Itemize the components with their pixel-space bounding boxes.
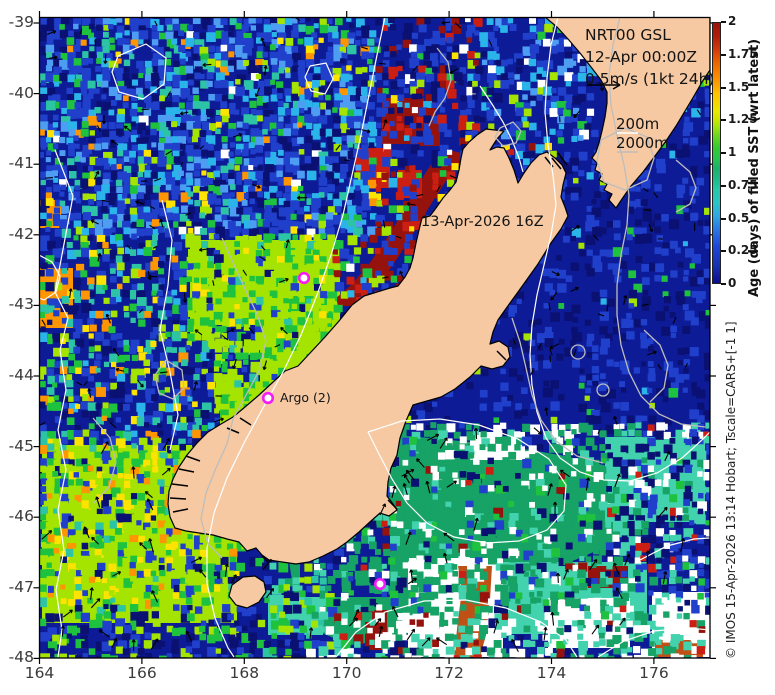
colorbar-title: Age (days) of filled SST (wrt latest) xyxy=(747,38,762,297)
y-axis-tick-label: -42 xyxy=(8,224,34,243)
colorbar-tick-mark xyxy=(721,217,726,220)
colorbar-tick-mark xyxy=(721,250,726,253)
run-info-datetime: 12-Apr 00:00Z xyxy=(585,48,698,66)
run-info-model: NRT00 GSL xyxy=(585,26,671,44)
colorbar-tick-label: 1 xyxy=(728,145,737,159)
x-axis-tick-label: 172 xyxy=(434,664,464,682)
y-axis-tick-label: -40 xyxy=(8,83,34,102)
colorbar-tick-label: 1.25 xyxy=(728,112,758,127)
argo-marker xyxy=(373,577,387,591)
x-axis-tick-label: 174 xyxy=(536,664,567,682)
argo-marker-label: Argo (2) xyxy=(280,390,331,405)
argo-marker xyxy=(261,391,275,405)
colorbar-tick-label: 0.25 xyxy=(728,243,758,258)
colorbar-tick-label: 0.5 xyxy=(728,210,750,225)
x-axis-tick-label: 176 xyxy=(639,664,669,682)
run-info-block: NRT00 GSL 12-Apr 00:00Z 0.5m/s (1kt 24h) xyxy=(585,24,714,90)
x-axis-tick-label: 166 xyxy=(127,664,157,682)
colorbar-tick-label: 0.75 xyxy=(728,177,758,192)
x-axis-tick-label: 168 xyxy=(229,664,260,682)
south-island-landmass xyxy=(167,128,569,565)
colorbar xyxy=(712,22,721,284)
y-axis-tick-label: -43 xyxy=(8,295,34,314)
colorbar-tick-label: 2 xyxy=(728,14,737,28)
y-axis-tick-label: -39 xyxy=(8,13,34,31)
north-island-landmass xyxy=(544,17,710,209)
y-axis-tick-label: -46 xyxy=(8,507,34,526)
map-date-annotation: 13-Apr-2026 16Z xyxy=(421,214,544,230)
run-info-velocity-scale: 0.5m/s (1kt 24h) xyxy=(585,70,715,88)
colorbar-tick-label: 1.75 xyxy=(728,46,758,61)
y-axis-tick-label: -48 xyxy=(8,648,34,667)
stewart-island-landmass xyxy=(228,575,267,609)
colorbar-tick-label: 0 xyxy=(728,276,737,290)
colorbar-tick-mark xyxy=(721,21,726,23)
contour-legend-200m: 200m xyxy=(616,115,660,133)
y-axis-tick-label: -45 xyxy=(8,436,34,455)
colorbar-tick-mark xyxy=(721,152,726,154)
x-axis-tick-label: 164 xyxy=(24,664,55,682)
colorbar-tick-mark xyxy=(721,283,726,285)
y-axis-tick-label: -41 xyxy=(8,154,34,173)
colorbar-tick-mark xyxy=(721,119,726,122)
argo-marker xyxy=(297,271,311,285)
y-axis-tick-label: -47 xyxy=(8,577,34,596)
colorbar-tick-label: 1.5 xyxy=(728,79,750,94)
x-axis-tick-label: 170 xyxy=(331,664,362,682)
colorbar-tick-mark xyxy=(721,86,726,89)
contour-legend-2000m: 2000m xyxy=(616,134,669,152)
colorbar-tick-mark xyxy=(721,184,726,187)
attribution-text: © IMOS 15-Apr-2026 13:14 Hobart; Tscale=… xyxy=(724,321,738,659)
y-axis-tick-label: -44 xyxy=(8,366,34,384)
colorbar-tick-mark xyxy=(721,53,726,56)
